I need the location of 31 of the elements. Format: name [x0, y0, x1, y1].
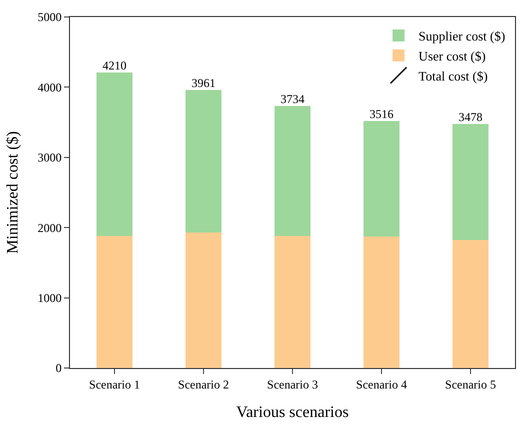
y-tick-label: 1000	[38, 291, 62, 305]
y-axis-title: Minimized cost ($)	[4, 131, 22, 254]
bar	[274, 106, 310, 236]
legend-label: Supplier cost ($)	[418, 28, 506, 44]
total-label: 4210	[102, 58, 126, 72]
bar	[364, 236, 400, 368]
bar	[452, 240, 488, 368]
bar	[96, 236, 132, 368]
legend-label: User cost ($)	[418, 48, 486, 64]
bar	[96, 72, 132, 236]
y-tick-label: 4000	[38, 80, 62, 94]
total-label: 3478	[458, 110, 482, 124]
y-tick-label: 2000	[38, 220, 62, 235]
x-tick-label: Scenario 3	[267, 377, 318, 392]
total-label: 3734	[280, 92, 304, 106]
bar	[364, 121, 400, 237]
x-tick-label: Scenario 1	[89, 377, 140, 392]
annotation: Total cost ($)	[418, 68, 488, 84]
total-label: 3516	[370, 107, 394, 122]
bar	[186, 232, 222, 368]
y-tick-label: 3000	[38, 150, 62, 165]
bar	[186, 90, 222, 233]
total-label: 3961	[192, 76, 216, 90]
y-tick-label: 0	[56, 361, 62, 376]
y-tick-label: 5000	[38, 10, 62, 24]
x-axis-title: Various scenarios	[236, 404, 349, 422]
bar	[452, 124, 488, 240]
x-tick-label: Scenario 2	[178, 377, 229, 392]
x-tick-label: Scenario 4	[356, 377, 407, 392]
x-tick-label: Scenario 5	[445, 377, 496, 392]
bar	[274, 236, 310, 368]
